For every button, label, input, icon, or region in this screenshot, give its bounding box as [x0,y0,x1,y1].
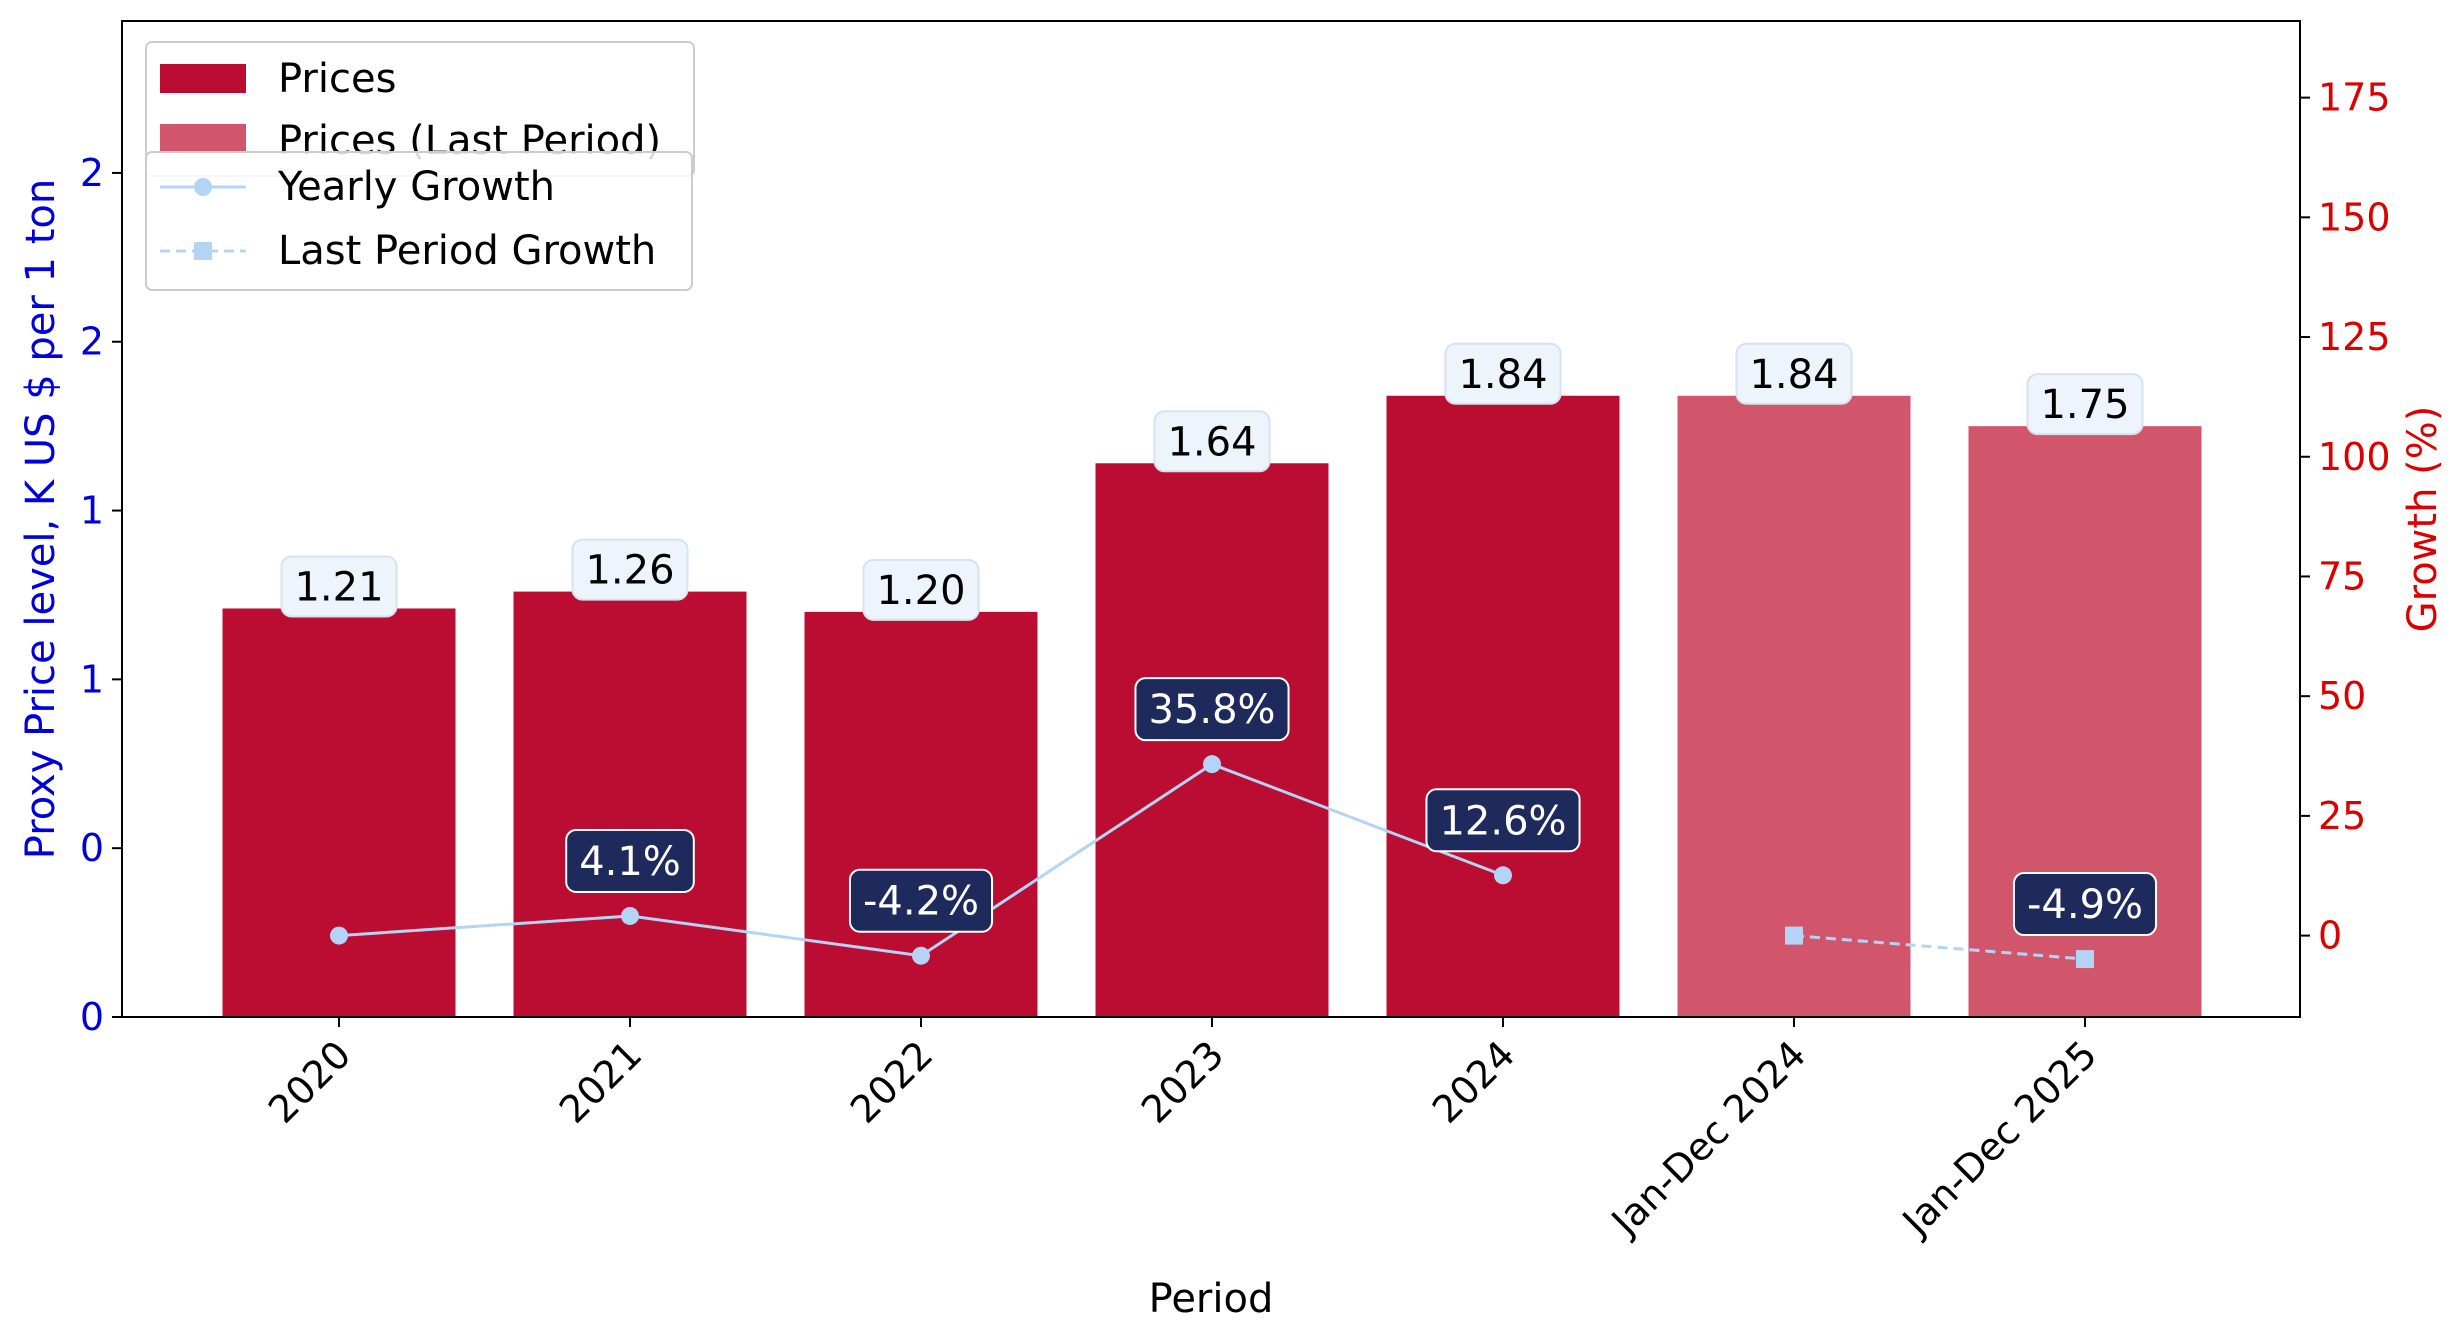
y-right-tick-label-0: 0 [2318,914,2342,958]
price-label-1: 1.26 [585,548,674,594]
y-right-tick-label-7: 175 [2318,76,2391,120]
legend-swatch-prices [160,64,246,93]
price-label-0: 1.21 [294,564,383,610]
price-label-box-5 [1735,342,1853,405]
y-left-tick-label-1: 0 [80,826,104,870]
growth-marker-6 [2076,950,2094,969]
y-axis-left-title: Proxy Price level, K US $ per 1 ton [18,179,64,859]
price-label-box-6 [2026,373,2144,436]
growth-marker-2 [912,946,930,965]
legend: Prices Prices (Last Period) Yearly Growt… [145,41,695,291]
y-left-tick-label-4: 2 [80,320,104,364]
y-left-tick-label-0: 0 [80,995,104,1039]
y-right-tick-label-4: 100 [2318,435,2391,479]
y-right-tick-label-1: 25 [2318,794,2366,838]
growth-marker-1 [621,906,639,925]
bar-prices-0 [222,608,456,1017]
bar-prices-4 [1386,395,1620,1017]
y-right-tick-label-6: 150 [2318,195,2391,239]
price-label-3: 1.64 [1167,419,1256,465]
growth-label-box-4 [1425,788,1581,853]
price-label-box-1 [571,538,689,601]
y-left-tick-label-5: 2 [80,151,104,195]
growth-label-3: 35.8% [1148,687,1275,733]
growth-label-box-3 [1134,677,1290,742]
price-label-2: 1.20 [876,568,965,614]
y-left-tick-label-3: 1 [80,489,104,533]
legend-swatch-prices-last-period [160,124,246,153]
legend-label-last-period-growth: Last Period Growth [278,228,656,274]
growth-marker-0 [330,926,348,945]
growth-label-2: -4.2% [863,879,979,925]
legend-label-yearly-growth: Yearly Growth [277,164,555,210]
growth-label-box-1 [565,828,695,893]
price-label-box-0 [280,555,398,618]
bar-prices-1 [513,591,747,1017]
line-last-period-growth [1793,934,2086,961]
growth-label-4: 12.6% [1439,798,1566,844]
growth-label-6: -4.9% [2027,882,2143,928]
growth-label-box-2 [848,868,994,933]
growth-marker-5 [1785,926,1803,945]
legend-marker-last-period-growth [194,242,212,260]
price-label-6: 1.75 [2040,382,2129,428]
growth-marker-4 [1494,866,1512,885]
y-axis-right-title: Growth (%) [2400,406,2446,633]
price-label-box-2 [862,558,980,621]
bar-prices-last-period-5 [1677,395,1911,1017]
y-left-tick-label-2: 1 [80,657,104,701]
y-right-tick-label-3: 75 [2318,554,2366,598]
y-right-tick-label-2: 50 [2318,674,2366,718]
growth-label-box-6 [2012,872,2158,937]
price-label-5: 1.84 [1749,352,1838,398]
growth-label-1: 4.1% [579,839,681,885]
legend-marker-yearly-growth [194,178,212,196]
x-axis-title: Period [1149,1276,1274,1322]
price-label-box-3 [1153,410,1271,473]
y-right-tick-label-5: 125 [2318,315,2391,359]
growth-marker-3 [1203,755,1221,774]
legend-box-growth [145,151,693,291]
price-label-box-4 [1444,342,1562,405]
legend-label-prices: Prices [278,56,396,102]
price-label-4: 1.84 [1458,352,1547,398]
